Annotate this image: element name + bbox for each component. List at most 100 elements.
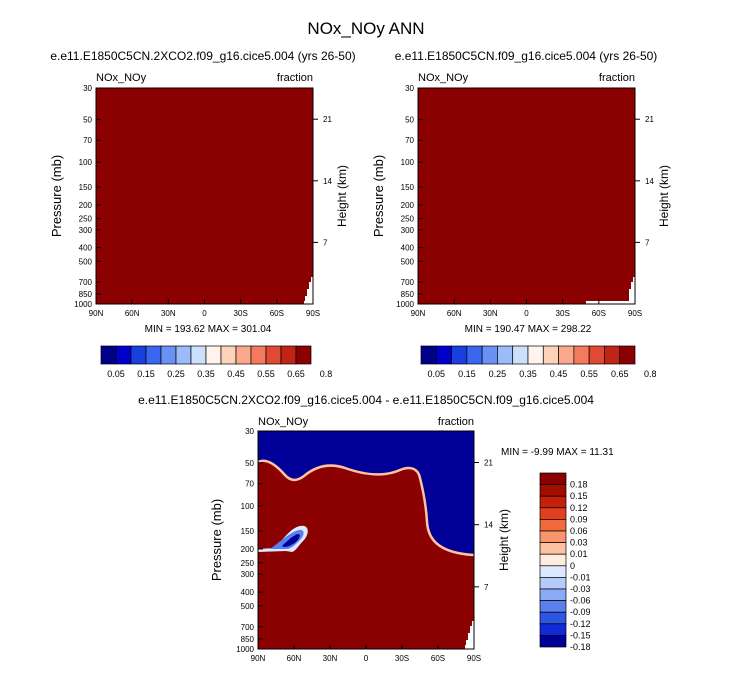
panel-left-string: NOx_NOy	[96, 72, 147, 84]
x-tick-label: 90N	[251, 654, 266, 663]
y-tick-label: 500	[241, 602, 255, 611]
colorbar-label: 0.45	[227, 369, 245, 379]
colorbar-swatch	[539, 530, 567, 543]
colorbar-swatch	[115, 345, 132, 365]
y-tick-label: 30	[83, 84, 92, 93]
colorbar-label: 0.65	[287, 369, 305, 379]
colorbar-label: -0.09	[570, 607, 591, 617]
colorbar-swatch	[481, 345, 498, 365]
page-title: NOx_NOy ANN	[307, 19, 424, 38]
colorbar-label: 0.25	[167, 369, 185, 379]
colorbar-label: -0.18	[570, 642, 591, 652]
colorbar-swatch	[573, 345, 590, 365]
y-tick-label: 70	[405, 136, 414, 145]
y2-ticks: 21 14 7	[313, 115, 332, 247]
x-tick-label: 0	[364, 654, 369, 663]
x-tick-label: 90N	[89, 309, 104, 318]
y2-axis-label: Height (km)	[657, 165, 671, 227]
colorbar: 0.05 0.15 0.25 0.35 0.45 0.55 0.65 0.8	[420, 345, 657, 379]
colorbar-swatch	[130, 345, 147, 365]
y-tick-label: 400	[241, 588, 255, 597]
y-tick-label: 700	[401, 278, 415, 287]
x-tick-label: 30N	[483, 309, 498, 318]
panel-title: e.e11.E1850C5CN.2XCO2.f09_g16.cice5.004 …	[138, 393, 594, 407]
colorbar-swatch	[497, 345, 514, 365]
x-tick-label: 60S	[592, 309, 606, 318]
negative-blob-mid	[270, 529, 304, 549]
y-tick-label: 250	[241, 559, 255, 568]
colorbar-label: 0.25	[489, 369, 507, 379]
x-tick-label: 90S	[628, 309, 642, 318]
colorbar-swatch	[100, 345, 117, 365]
y2-ticks: 21 14 7	[474, 458, 493, 592]
colorbar-swatch	[539, 623, 567, 636]
colorbar-label: -0.12	[570, 619, 591, 629]
colorbar-label: 0.15	[458, 369, 476, 379]
colorbar-label: 0.18	[570, 480, 588, 490]
x-tick-label: 60S	[270, 309, 284, 318]
colorbar-swatch	[539, 495, 567, 509]
y-tick-label: 70	[245, 480, 254, 489]
colorbar-swatch	[512, 345, 529, 365]
colorbar-label: 0.09	[570, 514, 588, 524]
y2-axis-label: Height (km)	[335, 165, 349, 227]
missing-region	[304, 277, 313, 304]
colorbar-label: -0.01	[570, 572, 591, 582]
x-tick-label: 90N	[411, 309, 426, 318]
colorbar-swatch	[145, 345, 162, 365]
colorbar-label: 0.01	[570, 549, 588, 559]
colorbar-swatch	[435, 345, 452, 365]
x-ticks: 90N 60N 30N 0 30S 60S 90S	[251, 644, 481, 663]
x-tick-label: 60N	[447, 309, 462, 318]
colorbar-swatch	[265, 345, 282, 365]
x-tick-label: 60S	[431, 654, 445, 663]
stats-label: MIN = 193.62 MAX = 301.04	[145, 324, 272, 335]
y-tick-label: 700	[241, 623, 255, 632]
y-tick-label: 850	[79, 290, 93, 299]
colorbar-swatch	[539, 611, 567, 625]
colorbar-swatch	[539, 484, 567, 497]
y-tick-label: 500	[79, 257, 93, 266]
y-axis-label: Pressure (mb)	[371, 155, 386, 237]
colorbar-swatch	[539, 472, 567, 485]
panel-left-string: NOx_NOy	[258, 416, 309, 428]
colorbar-label: 0	[570, 561, 575, 571]
colorbar-swatch	[539, 635, 567, 648]
positive-region	[258, 460, 474, 649]
y-tick-label: 1000	[74, 300, 92, 309]
x-tick-label: 0	[202, 309, 207, 318]
y-tick-label: 300	[241, 570, 255, 579]
y-tick-label: 200	[79, 201, 93, 210]
y-tick-label: 250	[401, 215, 415, 224]
y-tick-label: 150	[241, 527, 255, 536]
colorbar-swatch	[619, 345, 636, 365]
colorbar-swatch	[220, 345, 237, 365]
y2-tick-label: 7	[484, 583, 489, 592]
panel-top-right: e.e11.E1850C5CN.f09_g16.cice5.004 (yrs 2…	[371, 49, 671, 379]
colorbar-swatch	[160, 345, 177, 365]
missing-region	[586, 277, 635, 304]
x-tick-label: 60N	[287, 654, 302, 663]
panel-right-string: fraction	[438, 416, 474, 428]
y-tick-label: 300	[79, 226, 93, 235]
colorbar-swatch	[420, 345, 437, 365]
colorbar-label: 0.8	[320, 369, 333, 379]
y-tick-label: 850	[401, 290, 415, 299]
colorbar-label: 0.35	[519, 369, 537, 379]
x-tick-label: 30N	[161, 309, 176, 318]
x-tick-label: 30N	[323, 654, 338, 663]
x-ticks: 90N 60N 30N 0 30S 60S 90S	[89, 299, 320, 318]
colorbar-swatch	[588, 345, 605, 365]
y-tick-label: 200	[241, 545, 255, 554]
colorbar-label: -0.03	[570, 584, 591, 594]
colorbar-label: 0.03	[570, 538, 588, 548]
colorbar-swatch	[539, 519, 567, 532]
colorbar-swatch	[205, 345, 222, 365]
panel-top-left: e.e11.E1850C5CN.2XCO2.f09_g16.cice5.004 …	[49, 49, 356, 379]
colorbar-label: 0.8	[644, 369, 657, 379]
colorbar-label: 0.05	[428, 369, 446, 379]
y-tick-label: 30	[405, 84, 414, 93]
stats-label: MIN = -9.99 MAX = 11.31	[501, 447, 614, 458]
